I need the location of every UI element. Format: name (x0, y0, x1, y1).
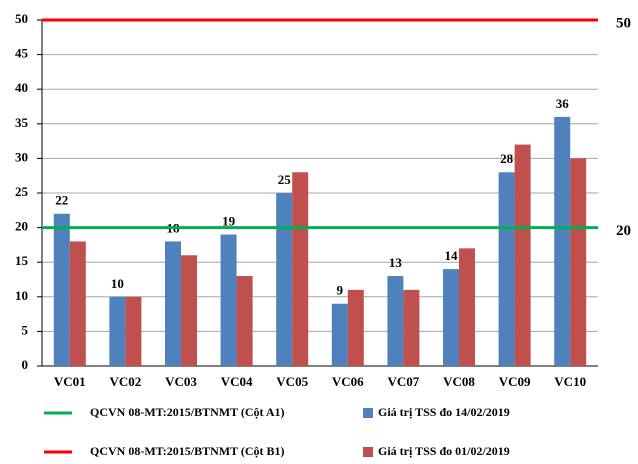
y-tick-label: 0 (22, 357, 29, 372)
y-tick-label: 50 (15, 11, 28, 26)
bar (109, 296, 126, 366)
bar (554, 116, 571, 366)
legend-swatch (363, 408, 373, 418)
y-tick-label: 35 (15, 115, 29, 130)
y-tick-label: 5 (22, 322, 29, 337)
bar (69, 241, 86, 366)
bar (570, 158, 587, 366)
x-tick-label: VC01 (54, 374, 86, 389)
bar (236, 276, 253, 366)
value-label: 28 (500, 151, 514, 166)
bar (220, 234, 237, 366)
x-tick-label: VC05 (276, 374, 308, 389)
value-label: 13 (389, 255, 403, 270)
value-label: 25 (278, 172, 292, 187)
bar (331, 303, 348, 366)
value-label: 22 (55, 193, 68, 208)
x-tick-label: VC07 (388, 374, 420, 389)
value-label: 10 (111, 276, 124, 291)
y-tick-label: 10 (15, 288, 28, 303)
legend-label: QCVN 08-MT:2015/BTNMT (Cột A1) (90, 405, 285, 419)
x-tick-label: VC03 (165, 374, 197, 389)
bar (514, 144, 531, 366)
bar (459, 248, 475, 366)
y-tick-label: 30 (15, 149, 28, 164)
bar (443, 269, 459, 366)
y-tick-label: 20 (15, 219, 28, 234)
legend-swatch (363, 447, 373, 457)
x-tick-label: VC06 (332, 374, 364, 389)
y-tick-label: 15 (15, 253, 29, 268)
legend-label: QCVN 08-MT:2015/BTNMT (Cột B1) (90, 444, 285, 458)
bar (125, 296, 142, 366)
bar (292, 172, 309, 366)
value-label: 19 (222, 214, 236, 229)
legend-label: Giá trị TSS đo 14/02/2019 (378, 405, 510, 419)
x-tick-label: VC08 (443, 374, 475, 389)
bar (53, 213, 70, 366)
x-tick-label: VC04 (221, 374, 253, 389)
x-tick-label: VC02 (110, 374, 142, 389)
value-label: 36 (556, 96, 570, 111)
x-tick-label: VC09 (499, 374, 531, 389)
y-tick-label: 25 (15, 184, 29, 199)
value-label: 9 (337, 283, 344, 298)
reference-label: 50 (616, 15, 631, 31)
bar (165, 241, 181, 366)
x-tick-label: VC10 (554, 374, 586, 389)
bar (498, 172, 515, 366)
bar (347, 289, 364, 366)
bar (181, 255, 197, 366)
legend-label: Giá trị TSS đo 01/02/2019 (378, 444, 510, 458)
bar (387, 276, 404, 366)
bar (403, 289, 420, 366)
bar (276, 193, 293, 366)
y-tick-label: 40 (15, 80, 28, 95)
value-label: 14 (445, 248, 459, 263)
reference-label: 20 (616, 223, 631, 239)
y-tick-label: 45 (15, 46, 29, 61)
